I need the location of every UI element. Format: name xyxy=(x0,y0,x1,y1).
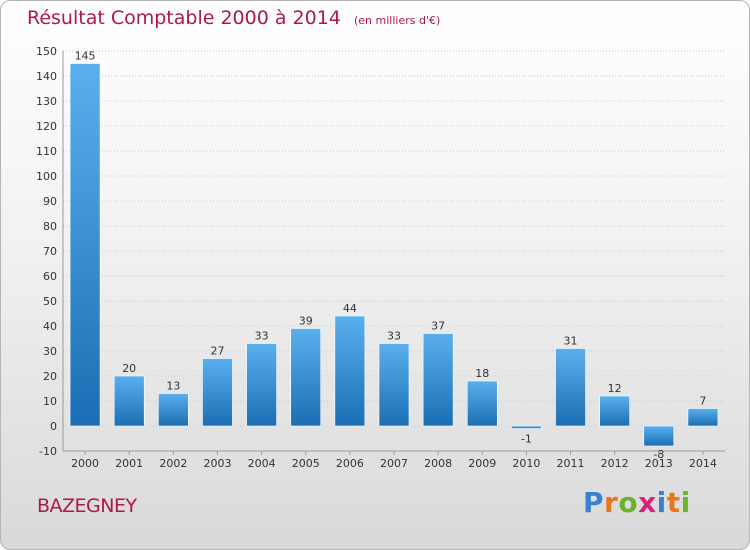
y-tick-label: 110 xyxy=(36,145,57,158)
x-tick-label: 2003 xyxy=(203,457,231,470)
y-tick-label: 0 xyxy=(50,420,57,433)
y-tick-label: 130 xyxy=(36,95,57,108)
bar xyxy=(511,425,542,429)
bar xyxy=(202,358,233,427)
proxiti-logo: Proxiti xyxy=(583,486,691,519)
bar xyxy=(555,348,586,427)
bar xyxy=(290,328,322,427)
bar-value-label: 18 xyxy=(475,367,489,380)
x-tick-label: 2001 xyxy=(115,457,143,470)
bar-value-label: -1 xyxy=(521,433,532,446)
y-tick-label: 30 xyxy=(43,345,57,358)
x-tick-label: 2013 xyxy=(645,457,673,470)
bar xyxy=(687,408,719,427)
bar-value-label: 33 xyxy=(387,330,401,343)
bar xyxy=(246,343,277,427)
logo-letter: P xyxy=(583,486,605,519)
x-tick-label: 2011 xyxy=(557,457,585,470)
bar xyxy=(643,425,675,447)
y-tick-label: 50 xyxy=(43,295,57,308)
x-tick-label: 2010 xyxy=(512,457,540,470)
logo-letter: t xyxy=(666,486,681,519)
y-tick-label: 20 xyxy=(43,370,57,383)
y-tick-label: 60 xyxy=(43,270,57,283)
bar xyxy=(466,380,498,427)
bar xyxy=(113,375,145,427)
bar-value-label: 7 xyxy=(699,395,706,408)
y-tick-label: -10 xyxy=(39,445,57,458)
bar-value-label: 33 xyxy=(255,330,269,343)
logo-letter: i xyxy=(656,486,667,519)
commune-name: BAZEGNEY xyxy=(37,495,137,517)
y-tick-label: 80 xyxy=(43,220,57,233)
y-tick-label: 120 xyxy=(36,120,57,133)
bar xyxy=(334,315,366,427)
chart-subtitle: (en milliers d'€) xyxy=(353,14,441,27)
y-tick-label: 40 xyxy=(43,320,57,333)
x-tick-label: 2005 xyxy=(292,457,320,470)
chart-header: Résultat Comptable 2000 à 2014 (en milli… xyxy=(27,7,440,29)
bar xyxy=(599,395,630,427)
x-tick-label: 2000 xyxy=(71,457,99,470)
x-tick-label: 2007 xyxy=(380,457,408,470)
logo-letter: r xyxy=(604,486,619,519)
bar xyxy=(69,63,101,427)
y-tick-label: 70 xyxy=(43,245,57,258)
y-tick-label: 10 xyxy=(43,395,57,408)
y-tick-label: 140 xyxy=(36,70,57,83)
bar-value-label: 27 xyxy=(210,345,224,358)
logo-letter: o xyxy=(618,486,639,519)
bar-value-label: 37 xyxy=(431,320,445,333)
bar-value-label: 13 xyxy=(166,380,180,393)
x-tick-label: 2008 xyxy=(424,457,452,470)
bar-value-label: 12 xyxy=(608,382,622,395)
bar-value-label: 44 xyxy=(343,302,357,315)
x-tick-label: 2004 xyxy=(248,457,276,470)
chart-title: Résultat Comptable 2000 à 2014 xyxy=(27,7,341,29)
y-tick-label: 100 xyxy=(36,170,57,183)
bar xyxy=(158,393,189,427)
y-tick-label: 150 xyxy=(36,45,57,58)
bar-value-label: 39 xyxy=(299,315,313,328)
bar-value-label: 31 xyxy=(564,335,578,348)
bar-value-label: 20 xyxy=(122,362,136,375)
y-tick-label: 90 xyxy=(43,195,57,208)
x-tick-label: 2012 xyxy=(601,457,629,470)
x-tick-label: 2006 xyxy=(336,457,364,470)
logo-letter: x xyxy=(638,486,657,519)
x-tick-label: 2009 xyxy=(468,457,496,470)
bar-value-label: 145 xyxy=(75,50,96,63)
bar xyxy=(378,343,410,427)
bar xyxy=(422,333,454,427)
logo-letter: i xyxy=(680,486,691,519)
x-tick-label: 2014 xyxy=(689,457,717,470)
x-tick-label: 2002 xyxy=(159,457,187,470)
